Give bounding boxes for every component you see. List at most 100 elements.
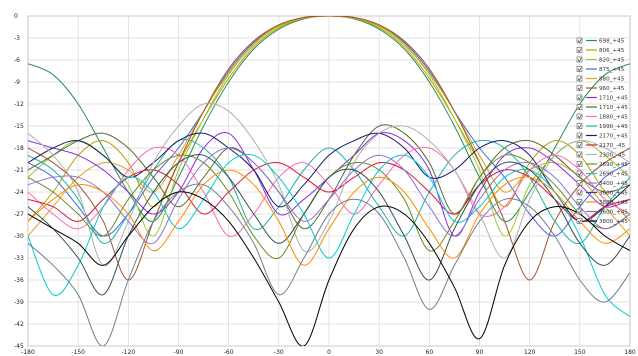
legend-item: 3400_+45 — [576, 180, 628, 187]
legend-checkbox — [576, 142, 583, 148]
legend-item: 880_+45 — [576, 75, 625, 83]
legend-item: 2300_-45 — [576, 151, 626, 159]
y-tick-label: -30 — [14, 233, 24, 240]
legend-item: 806_+45 — [576, 47, 625, 54]
legend-label: 880_+45 — [599, 77, 625, 83]
series-line-20 — [28, 191, 630, 346]
legend-label: 3800_+45 — [599, 200, 628, 206]
checkmark-icon — [577, 209, 582, 214]
legend-checkbox — [576, 151, 583, 158]
legend-item: 875_+45 — [576, 66, 625, 73]
legend-checkbox — [576, 218, 583, 224]
legend-label: 960_+45 — [599, 86, 625, 92]
legend-item: 1710_+45 — [576, 94, 628, 102]
legend-item: 1710_+45 — [576, 104, 628, 111]
x-tick-label: 180 — [624, 349, 636, 356]
legend-item: 3800_+45 — [576, 199, 628, 206]
checkmark-icon — [577, 38, 582, 43]
legend-checkbox — [576, 161, 583, 167]
x-tick-label: 0 — [327, 349, 331, 356]
checkmark-icon — [577, 181, 582, 186]
legend-item: 2170_-45 — [576, 142, 626, 149]
checkmark-icon — [577, 48, 582, 53]
checkmark-icon — [577, 76, 582, 81]
legend-label: 2690_+45 — [599, 162, 628, 168]
legend-item: 820_+45 — [576, 56, 625, 64]
checkmark-icon — [577, 124, 582, 129]
legend-label: 2300_-45 — [599, 153, 626, 159]
legend-label: 2170_-45 — [599, 143, 626, 149]
legend-checkbox — [576, 199, 583, 205]
x-tick-label: -60 — [224, 349, 234, 356]
checkmark-icon — [577, 190, 582, 195]
x-tick-label: -90 — [174, 349, 184, 356]
legend-checkbox — [576, 56, 583, 63]
checkmark-icon — [577, 114, 582, 119]
checkmark-icon — [577, 133, 582, 138]
checkmark-icon — [577, 200, 582, 205]
legend-label: 1990_+45 — [599, 124, 628, 130]
legend-checkbox — [576, 37, 583, 44]
y-tick-label: 0 — [14, 13, 18, 20]
legend-label: 3600_+45 — [599, 210, 628, 216]
y-tick-label: -15 — [14, 123, 24, 130]
legend-label: 820_+45 — [599, 58, 625, 64]
x-tick-label: -120 — [122, 349, 136, 356]
series-line-3 — [28, 16, 630, 237]
legend-checkbox — [576, 132, 583, 139]
checkmark-icon — [577, 143, 582, 148]
legend-label: 3600_+45 — [599, 191, 628, 197]
legend-checkbox — [576, 113, 583, 120]
series-lines — [28, 16, 630, 346]
checkmark-icon — [577, 95, 582, 100]
legend-label: 1710_+45 — [599, 105, 628, 111]
legend-label: 806_+45 — [599, 48, 625, 54]
legend-label: 1880_+45 — [599, 115, 628, 121]
series-line-18 — [28, 169, 630, 266]
x-tick-label: -180 — [21, 349, 35, 356]
x-tick-label: 90 — [476, 349, 484, 356]
y-tick-label: -42 — [14, 321, 24, 328]
y-tick-label: -45 — [14, 343, 24, 350]
x-tick-label: -30 — [274, 349, 284, 356]
y-tick-label: -12 — [14, 101, 24, 108]
legend-checkbox — [576, 208, 583, 215]
legend-checkbox — [576, 123, 583, 129]
legend-item: 1990_+45 — [576, 123, 628, 130]
x-tick-label: 30 — [375, 349, 383, 356]
y-tick-label: -36 — [14, 277, 24, 284]
y-tick-label: -24 — [14, 189, 24, 196]
y-tick-label: -3 — [14, 35, 20, 42]
legend-label: 1710_+45 — [599, 96, 628, 102]
legend-checkbox — [576, 180, 583, 186]
legend-item: 960_+45 — [576, 85, 625, 92]
checkmark-icon — [577, 162, 582, 167]
legend-item: 2170_+45 — [576, 132, 628, 140]
legend-checkbox — [576, 170, 583, 177]
y-tick-label: -9 — [14, 79, 20, 86]
x-tick-label: 60 — [426, 349, 434, 356]
x-tick-label: 150 — [574, 349, 586, 356]
legend-checkbox — [576, 66, 583, 72]
checkmark-icon — [577, 171, 582, 176]
checkmark-icon — [577, 219, 582, 224]
legend-label: 3800_+45 — [599, 219, 628, 225]
checkmark-icon — [577, 152, 582, 157]
legend-checkbox — [576, 47, 583, 53]
legend-checkbox — [576, 94, 583, 101]
x-tick-label: 120 — [524, 349, 536, 356]
y-tick-label: -6 — [14, 57, 20, 64]
x-tick-label: -150 — [71, 349, 85, 356]
checkmark-icon — [577, 57, 582, 62]
legend-item: 1880_+45 — [576, 113, 628, 121]
legend-label: 875_+45 — [599, 67, 625, 73]
legend-item: 3600_+45 — [576, 208, 628, 216]
legend-item: 3600_+45 — [576, 189, 628, 197]
legend-item: 2690_+45 — [576, 161, 628, 168]
series-line-16 — [28, 147, 630, 245]
legend-checkbox — [576, 75, 583, 82]
y-tick-label: -27 — [14, 211, 24, 218]
legend-item: 698_+45 — [576, 37, 625, 45]
legend-label: 2170_+45 — [599, 134, 628, 140]
